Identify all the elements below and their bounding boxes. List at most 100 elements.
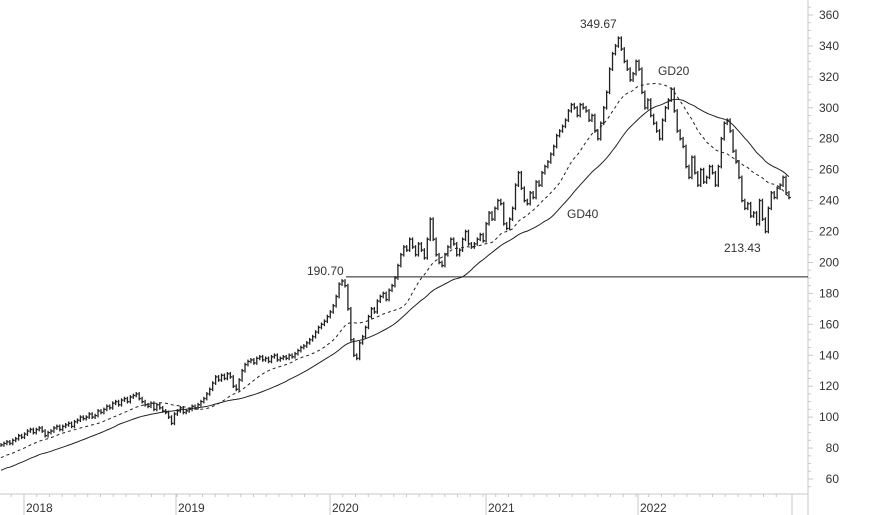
- price-bar: [626, 59, 630, 71]
- price-bar: [623, 47, 627, 64]
- price-bar: [109, 404, 112, 410]
- price-bar: [632, 71, 636, 82]
- price-bar: [752, 211, 756, 218]
- price-bar: [761, 198, 765, 222]
- price-bar: [53, 426, 56, 433]
- price-bar: [673, 87, 677, 113]
- price-bar: [511, 206, 515, 222]
- price-bar: [526, 198, 530, 206]
- price-bar: [570, 102, 574, 113]
- price-bar: [788, 191, 791, 200]
- price-bar: [373, 307, 377, 314]
- price-bar: [550, 152, 553, 164]
- price-bar: [470, 242, 474, 249]
- price-bar: [406, 245, 409, 252]
- price-bar: [576, 105, 580, 118]
- price-bar: [150, 401, 153, 409]
- price-bar: [717, 164, 721, 187]
- x-tick-label: 2019: [178, 501, 205, 515]
- price-bar: [112, 401, 115, 410]
- price-bar: [650, 98, 653, 118]
- price-bar: [703, 167, 706, 184]
- price-bar: [244, 362, 248, 373]
- price-bar: [491, 211, 494, 222]
- price-bar: [611, 51, 615, 71]
- price-bar: [259, 354, 262, 361]
- price-bar: [126, 396, 130, 404]
- price-bar: [776, 186, 780, 200]
- x-tick-label: 2022: [640, 501, 667, 515]
- price-bar: [682, 136, 686, 149]
- price-bar: [711, 164, 715, 175]
- annotation-gd40: GD40: [567, 207, 599, 221]
- price-bar: [494, 206, 497, 222]
- price-bar: [435, 237, 439, 257]
- price-bar: [729, 118, 733, 133]
- price-bar: [538, 180, 542, 187]
- y-tick-label: 260: [819, 163, 839, 177]
- price-bar: [347, 283, 350, 311]
- price-bar: [297, 348, 300, 356]
- y-tick-label: 120: [819, 379, 839, 393]
- price-bar: [191, 404, 195, 412]
- price-bar: [32, 427, 36, 435]
- price-bar: [479, 232, 483, 242]
- y-tick-label: 160: [819, 317, 839, 331]
- price-bar: [82, 415, 86, 421]
- price-bar: [344, 279, 347, 288]
- price-bar: [547, 160, 550, 169]
- price-bar: [664, 105, 668, 123]
- price-bar: [506, 221, 509, 231]
- price-bar: [120, 398, 124, 407]
- price-bar: [409, 237, 412, 252]
- price-bar: [88, 412, 92, 419]
- price-bar: [647, 98, 650, 110]
- price-bar: [394, 276, 397, 288]
- price-bar: [203, 396, 206, 404]
- price-bar: [514, 183, 518, 211]
- price-bar: [426, 237, 430, 260]
- price-bar: [438, 252, 442, 265]
- price-bar: [411, 237, 415, 249]
- price-bar: [588, 109, 591, 123]
- price-bar: [708, 164, 712, 180]
- price-bar: [485, 221, 489, 243]
- price-bar: [350, 307, 353, 342]
- price-bar: [564, 118, 568, 129]
- price-bar: [641, 67, 644, 95]
- y-tick-label: 280: [819, 132, 839, 146]
- price-bar: [523, 186, 527, 203]
- price-bar: [276, 353, 280, 362]
- price-bar: [500, 198, 503, 206]
- price-bar: [223, 373, 227, 381]
- price-bar: [209, 387, 212, 396]
- price-bar: [573, 102, 577, 110]
- annotation-level: 190.70: [307, 264, 344, 278]
- price-bar: [170, 415, 174, 426]
- price-bar: [226, 371, 230, 381]
- price-bar: [47, 430, 51, 438]
- price-bar: [529, 191, 533, 206]
- price-bar: [229, 371, 233, 379]
- price-bar: [400, 252, 403, 268]
- y-tick-label: 200: [819, 255, 839, 269]
- moving-average-gd40: [0, 98, 790, 471]
- price-bar: [747, 201, 750, 211]
- moving-average-gd20: [0, 82, 790, 459]
- price-bar: [635, 59, 639, 76]
- price-bar: [397, 263, 400, 280]
- price-bar: [735, 149, 738, 164]
- price-bar: [770, 191, 774, 211]
- y-tick-label: 360: [819, 8, 839, 22]
- price-bar: [464, 229, 468, 242]
- price-bar: [441, 260, 444, 268]
- price-bar: [600, 121, 603, 141]
- price-bar: [35, 427, 39, 435]
- price-bar: [335, 294, 339, 308]
- price-bar: [73, 419, 77, 429]
- price-bar: [694, 155, 697, 175]
- price-bar: [173, 412, 177, 426]
- price-bar: [750, 201, 753, 218]
- price-bar: [461, 237, 465, 252]
